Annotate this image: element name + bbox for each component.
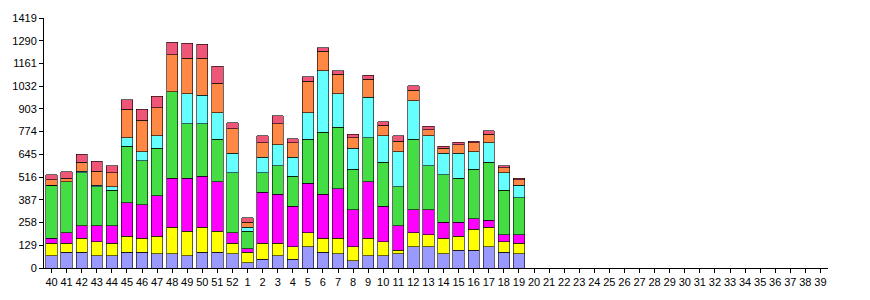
svg-text:1032: 1032 [12,80,36,92]
svg-text:645: 645 [18,148,36,160]
svg-text:21: 21 [543,276,555,288]
svg-text:39: 39 [814,276,826,288]
svg-text:4: 4 [290,276,296,288]
svg-text:8: 8 [350,276,356,288]
svg-text:23: 23 [573,276,585,288]
svg-text:387: 387 [18,194,36,206]
svg-text:36: 36 [769,276,781,288]
svg-text:2: 2 [260,276,266,288]
svg-text:33: 33 [724,276,736,288]
svg-text:24: 24 [588,276,600,288]
svg-text:12: 12 [407,276,419,288]
svg-text:27: 27 [633,276,645,288]
svg-text:1161: 1161 [13,57,37,69]
svg-text:13: 13 [422,276,434,288]
svg-text:25: 25 [603,276,615,288]
svg-text:30: 30 [679,276,691,288]
svg-text:16: 16 [468,276,480,288]
svg-text:43: 43 [91,276,103,288]
svg-text:10: 10 [377,276,389,288]
svg-text:774: 774 [18,125,36,137]
svg-text:129: 129 [18,239,36,251]
svg-text:14: 14 [437,276,449,288]
svg-text:50: 50 [196,276,208,288]
svg-text:11: 11 [393,276,404,288]
svg-text:52: 52 [226,276,238,288]
svg-text:17: 17 [483,276,495,288]
svg-text:44: 44 [106,276,118,288]
svg-text:5: 5 [305,276,311,288]
svg-text:48: 48 [166,276,178,288]
svg-text:19: 19 [513,276,525,288]
svg-text:31: 31 [694,276,706,288]
svg-text:47: 47 [151,276,163,288]
svg-text:1419: 1419 [12,12,36,24]
svg-text:258: 258 [18,216,36,228]
svg-text:46: 46 [136,276,148,288]
svg-text:9: 9 [365,276,371,288]
svg-text:41: 41 [60,276,72,288]
svg-text:15: 15 [452,276,464,288]
svg-text:45: 45 [121,276,133,288]
svg-text:6: 6 [320,276,326,288]
svg-text:32: 32 [709,276,721,288]
svg-text:42: 42 [76,276,88,288]
svg-text:26: 26 [618,276,630,288]
svg-text:22: 22 [558,276,570,288]
svg-text:1290: 1290 [12,35,36,47]
svg-text:20: 20 [528,276,540,288]
svg-text:38: 38 [799,276,811,288]
svg-text:3: 3 [275,276,281,288]
svg-text:49: 49 [181,276,193,288]
svg-text:18: 18 [498,276,510,288]
svg-text:28: 28 [648,276,660,288]
svg-text:7: 7 [335,276,341,288]
svg-text:34: 34 [739,276,751,288]
svg-text:1: 1 [244,276,250,288]
svg-text:37: 37 [784,276,796,288]
svg-text:35: 35 [754,276,766,288]
svg-text:0: 0 [31,262,37,274]
svg-text:29: 29 [664,276,676,288]
svg-text:516: 516 [18,171,36,183]
svg-text:40: 40 [45,276,57,288]
svg-text:903: 903 [18,103,36,115]
svg-text:51: 51 [211,276,223,288]
